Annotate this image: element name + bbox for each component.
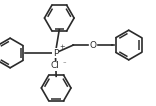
Text: ⁻: ⁻ <box>62 61 66 67</box>
Text: Cl: Cl <box>51 61 60 70</box>
Text: P: P <box>53 49 58 57</box>
Text: +: + <box>60 44 65 50</box>
Text: O: O <box>90 41 97 50</box>
